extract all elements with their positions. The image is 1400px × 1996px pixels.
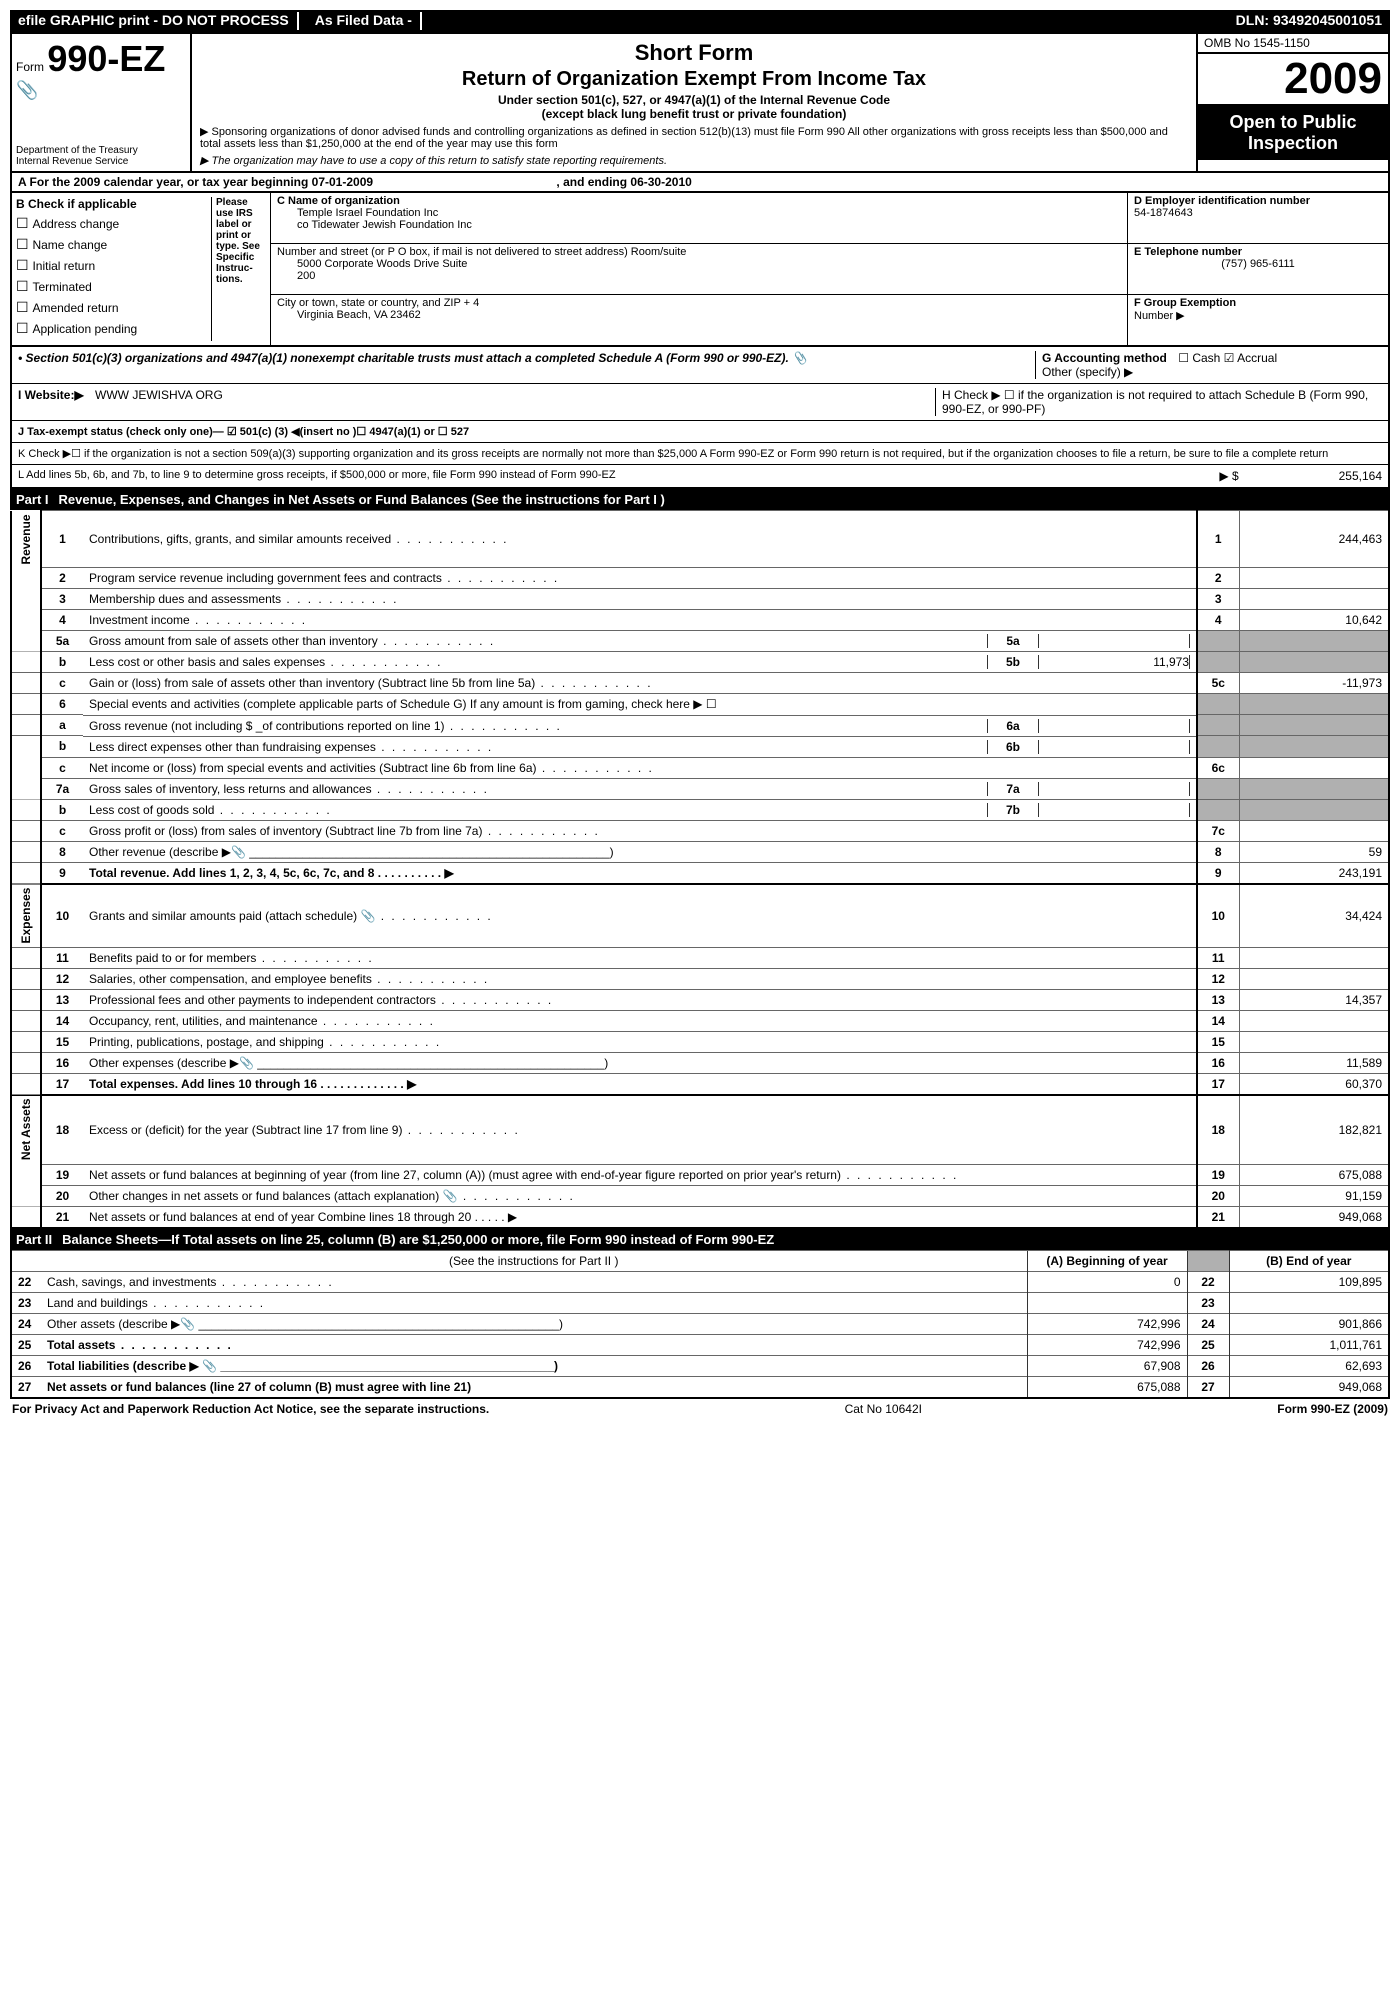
efile-text: efile GRAPHIC print - DO NOT PROCESS <box>14 12 293 30</box>
line-5a: 5aGross amount from sale of assets other… <box>11 630 1389 651</box>
line-21: 21Net assets or fund balances at end of … <box>11 1206 1389 1228</box>
header: Form 990-EZ 📎 Department of the Treasury… <box>10 32 1390 173</box>
chk-amended[interactable]: Amended return <box>16 299 211 316</box>
line-15: 15Printing, publications, postage, and s… <box>11 1032 1389 1053</box>
line-7b: bLess cost of goods sold7b <box>11 799 1389 821</box>
telephone: (757) 965-6111 <box>1134 258 1382 270</box>
line-25: 25Total assets742,996251,011,761 <box>11 1334 1389 1355</box>
sub1: Under section 501(c), 527, or 4947(a)(1)… <box>200 93 1188 107</box>
note2: ▶ The organization may have to use a cop… <box>200 154 1188 167</box>
chk-name[interactable]: Name change <box>16 236 211 253</box>
line-20: 20Other changes in net assets or fund ba… <box>11 1185 1389 1206</box>
header-mid: Short Form Return of Organization Exempt… <box>192 34 1196 171</box>
line-9: 9Total revenue. Add lines 1, 2, 3, 4, 5c… <box>11 863 1389 885</box>
form-number: 990-EZ <box>47 38 165 79</box>
footer: For Privacy Act and Paperwork Reduction … <box>10 1399 1390 1419</box>
line-24: 24Other assets (describe ▶📎 ____________… <box>11 1313 1389 1334</box>
line-27: 27Net assets or fund balances (line 27 o… <box>11 1376 1389 1398</box>
line-6c: cNet income or (loss) from special event… <box>11 757 1389 778</box>
footer-right: Form 990-EZ (2009) <box>1277 1402 1388 1416</box>
title-return: Return of Organization Exempt From Incom… <box>200 68 1188 91</box>
line-11: 11Benefits paid to or for members11 <box>11 948 1389 969</box>
line-6: 6Special events and activities (complete… <box>11 694 1389 715</box>
website[interactable]: WWW JEWISHVA ORG <box>95 388 223 402</box>
section-l: L Add lines 5b, 6b, and 7b, to line 9 to… <box>10 465 1390 489</box>
line-23: 23Land and buildings23 <box>11 1292 1389 1313</box>
line-18: Net Assets18Excess or (deficit) for the … <box>11 1095 1389 1164</box>
chk-address[interactable]: Address change <box>16 215 211 232</box>
chk-initial[interactable]: Initial return <box>16 257 211 274</box>
dln: DLN: 93492045001051 <box>1232 12 1386 30</box>
line-22: 22Cash, savings, and investments022109,8… <box>11 1271 1389 1292</box>
line-8: 8Other revenue (describe ▶📎 ____________… <box>11 842 1389 863</box>
line-7c: cGross profit or (loss) from sales of in… <box>11 821 1389 842</box>
entity-section: B Check if applicable Address change Nam… <box>10 193 1390 347</box>
sub2: (except black lung benefit trust or priv… <box>200 107 1188 121</box>
section-ih: I Website:▶ WWW JEWISHVA ORG H Check ▶ ☐… <box>10 384 1390 421</box>
line-17: 17Total expenses. Add lines 10 through 1… <box>11 1074 1389 1096</box>
section-b: B Check if applicable Address change Nam… <box>12 193 271 345</box>
line-5b: bLess cost or other basis and sales expe… <box>11 651 1389 673</box>
p2-header: (See the instructions for Part II ) (A) … <box>11 1250 1389 1271</box>
section-j: J Tax-exempt status (check only one)— ☑ … <box>10 421 1390 443</box>
asfiled-text: As Filed Data - <box>311 12 416 30</box>
ein: 54-1874643 <box>1134 207 1382 219</box>
dept-irs: Internal Revenue Service <box>16 156 186 167</box>
header-left: Form 990-EZ 📎 Department of the Treasury… <box>12 34 192 171</box>
line-2: 2Program service revenue including gover… <box>11 567 1389 588</box>
line-16: 16Other expenses (describe ▶📎 __________… <box>11 1053 1389 1074</box>
title-shortform: Short Form <box>200 40 1188 66</box>
line-4: 4Investment income410,642 <box>11 609 1389 630</box>
note1: ▶ Sponsoring organizations of donor advi… <box>200 125 1188 150</box>
section-def: D Employer identification number 54-1874… <box>1127 193 1388 345</box>
part1-table: Revenue 1Contributions, gifts, grants, a… <box>10 510 1390 1229</box>
line-7a: 7aGross sales of inventory, less returns… <box>11 778 1389 799</box>
tax-year: 2009 <box>1198 54 1388 106</box>
instr-label: Please use IRS label or print or type. S… <box>211 197 266 341</box>
line-6a: aGross revenue (not including $ _of cont… <box>11 715 1389 736</box>
part1-header: Part I Revenue, Expenses, and Changes in… <box>10 489 1390 510</box>
line-10: Expenses10Grants and similar amounts pai… <box>11 884 1389 948</box>
form-prefix: Form <box>16 60 44 74</box>
tax-period: A For the 2009 calendar year, or tax yea… <box>10 173 1390 193</box>
line-1: Revenue 1Contributions, gifts, grants, a… <box>11 511 1389 568</box>
line-12: 12Salaries, other compensation, and empl… <box>11 969 1389 990</box>
dept-treasury: Department of the Treasury <box>16 145 186 156</box>
topbar: efile GRAPHIC print - DO NOT PROCESS As … <box>10 10 1390 32</box>
line-26: 26Total liabilities (describe ▶ 📎 ______… <box>11 1355 1389 1376</box>
line-3: 3Membership dues and assessments3 <box>11 588 1389 609</box>
chk-terminated[interactable]: Terminated <box>16 278 211 295</box>
header-right: OMB No 1545-1150 2009 Open to Public Ins… <box>1196 34 1388 171</box>
gross-receipts: 255,164 <box>1242 469 1382 483</box>
section-g: • Section 501(c)(3) organizations and 49… <box>10 347 1390 384</box>
omb: OMB No 1545-1150 <box>1198 34 1388 54</box>
part2-header: Part II Balance Sheets—If Total assets o… <box>10 1229 1390 1250</box>
line-6b: bLess direct expenses other than fundrai… <box>11 736 1389 758</box>
open-inspection: Open to Public Inspection <box>1198 106 1388 160</box>
part2-table: (See the instructions for Part II ) (A) … <box>10 1250 1390 1399</box>
line-5c: cGain or (loss) from sale of assets othe… <box>11 673 1389 694</box>
footer-left: For Privacy Act and Paperwork Reduction … <box>12 1402 489 1416</box>
section-k: K Check ▶☐ if the organization is not a … <box>10 443 1390 465</box>
recycle-icon: 📎 <box>16 80 186 101</box>
line-19: 19Net assets or fund balances at beginni… <box>11 1164 1389 1185</box>
line-13: 13Professional fees and other payments t… <box>11 990 1389 1011</box>
chk-pending[interactable]: Application pending <box>16 320 211 337</box>
footer-mid: Cat No 10642I <box>845 1402 922 1416</box>
section-c: C Name of organization Temple Israel Fou… <box>271 193 1127 345</box>
line-14: 14Occupancy, rent, utilities, and mainte… <box>11 1011 1389 1032</box>
